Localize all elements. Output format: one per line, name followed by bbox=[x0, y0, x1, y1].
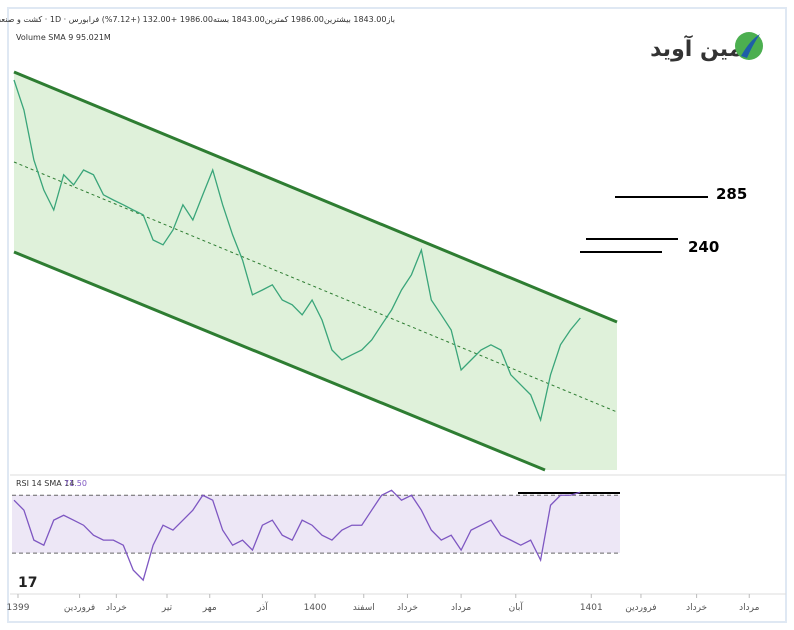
rsi-title: RSI 14 SMA 14 bbox=[16, 479, 74, 488]
price-line bbox=[13, 79, 581, 423]
channel-mid bbox=[13, 161, 618, 413]
x-tick-label: فروردین bbox=[64, 603, 95, 613]
x-tick-label: فروردین bbox=[625, 603, 656, 613]
annotation: 240 bbox=[688, 238, 719, 256]
price-line bbox=[13, 489, 581, 582]
x-tick-label: مرداد bbox=[451, 603, 471, 613]
channel-lower bbox=[13, 250, 546, 472]
chart-title: باز1843.00 بیشترین1986.00 کمترین1843.00 … bbox=[0, 15, 395, 24]
x-tick-label: خرداد bbox=[397, 603, 418, 613]
subtitle: Volume SMA 9 95.021M bbox=[16, 33, 111, 42]
tv-logo: 17 bbox=[18, 575, 37, 591]
x-tick-label: مهر bbox=[202, 603, 217, 613]
rsi-band bbox=[12, 495, 620, 553]
x-tick-label: خرداد bbox=[106, 603, 127, 613]
x-tick-label: آذر bbox=[256, 601, 268, 613]
x-tick-label: 1401 bbox=[580, 603, 603, 613]
x-tick-label: 1400 bbox=[304, 603, 327, 613]
channel-fill bbox=[14, 72, 617, 470]
x-tick-label: تیر bbox=[161, 603, 173, 613]
frame bbox=[7, 7, 787, 623]
annotation: 285 bbox=[716, 185, 747, 203]
channel-upper bbox=[13, 70, 618, 324]
rsi-value: 71.50 bbox=[64, 479, 87, 488]
x-tick-label: آبان bbox=[509, 601, 524, 613]
x-tick-label: خرداد bbox=[686, 603, 707, 613]
logo-icon bbox=[741, 34, 760, 58]
logo-text: امین آوید bbox=[650, 34, 750, 62]
x-tick-label: اسفند bbox=[353, 603, 375, 613]
x-tick-label: مرداد bbox=[739, 603, 759, 613]
x-tick-label: 1399 bbox=[7, 603, 30, 613]
